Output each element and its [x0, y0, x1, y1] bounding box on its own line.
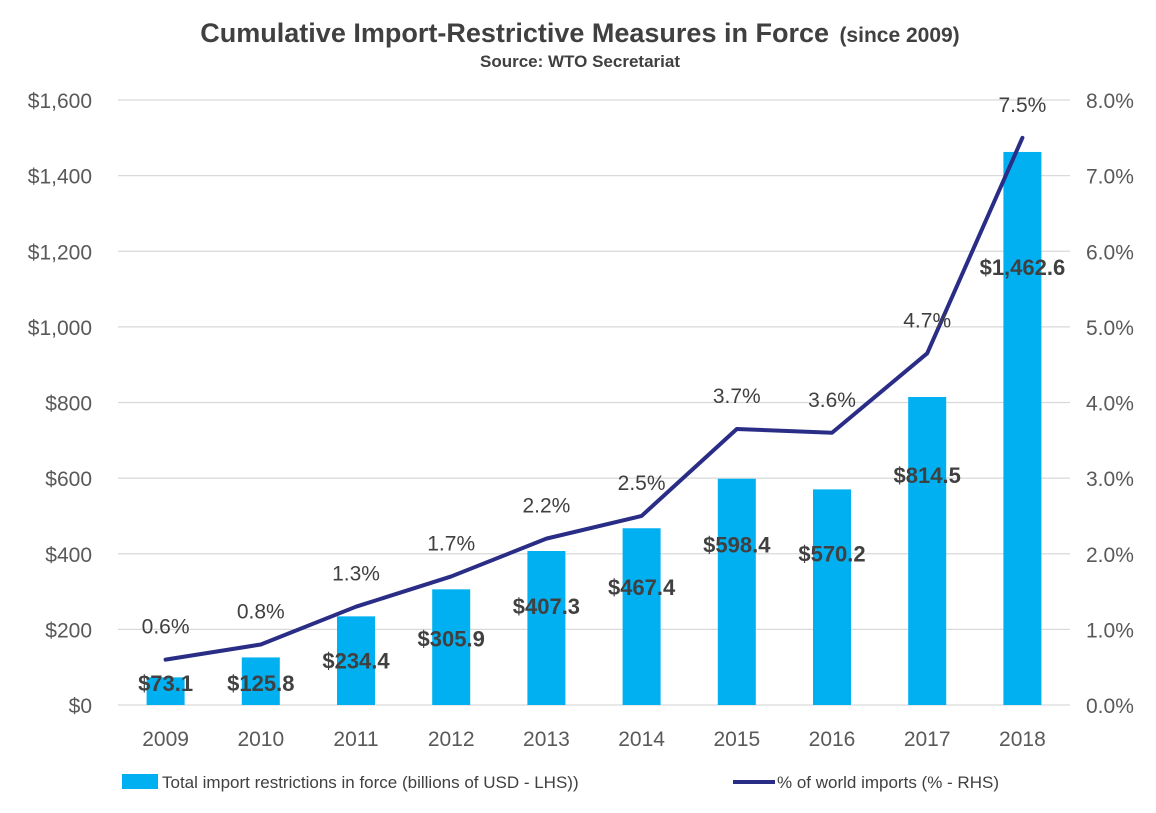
gridlines: [118, 99, 1070, 706]
x-axis-tick-label: 2014: [618, 728, 665, 751]
line-data-labels: 0.6% 0.8% 1.3% 1.7% 2.2% 2.5% 3.7% 3.6% 4.7% 7.5%: [142, 94, 1047, 639]
bar-2013: [527, 550, 566, 705]
bar-2016: [813, 489, 851, 705]
bar-2012: [432, 589, 471, 705]
line-label: 0.6%: [142, 616, 190, 639]
line-label: 0.8%: [237, 601, 285, 624]
x-axis-ticks: 2009 2010 2011 2012 2013 2014 2015 2016 2017 2018: [142, 728, 1046, 751]
left-axis-tick-label: $0: [69, 695, 92, 718]
x-axis-tick-label: 2013: [523, 728, 570, 751]
x-axis-tick-label: 2009: [142, 728, 189, 751]
x-axis-tick-label: 2018: [999, 728, 1046, 751]
chart-subtitle: Source: WTO Secretariat: [480, 52, 680, 71]
bar-label: $1,462.6: [980, 255, 1066, 280]
left-axis-tick-label: $800: [45, 393, 92, 416]
left-axis-tick-label: $1,200: [28, 241, 92, 264]
line-path: [163, 135, 1025, 662]
line-label: 1.7%: [427, 532, 475, 555]
bar-2015: [717, 478, 756, 705]
left-axis-tick-label: $1,400: [28, 166, 92, 189]
legend-swatch-bars: [122, 774, 158, 789]
bar-2014: [622, 528, 661, 705]
line-label: 1.3%: [332, 563, 380, 586]
legend: Total import restrictions in force (bill…: [122, 773, 999, 792]
right-axis-tick-label: 7.0%: [1086, 166, 1134, 189]
right-axis-tick-label: 4.0%: [1086, 393, 1134, 416]
left-axis-tick-label: $1,000: [28, 317, 92, 340]
bar-series: [146, 151, 1042, 706]
bar-label: $234.4: [322, 649, 390, 674]
x-axis-tick-label: 2012: [428, 728, 475, 751]
x-axis-tick-label: 2015: [713, 728, 760, 751]
right-axis-tick-label: 1.0%: [1086, 619, 1134, 642]
right-axis-tick-label: 8.0%: [1086, 90, 1134, 113]
bar-label: $467.4: [608, 575, 676, 600]
bar-label: $73.1: [138, 671, 193, 696]
x-axis-tick-label: 2011: [333, 728, 378, 751]
bar-label: $598.4: [703, 533, 771, 558]
bar-label: $814.5: [894, 463, 961, 488]
left-axis-tick-label: $1,600: [28, 90, 92, 113]
right-axis-tick-label: 6.0%: [1086, 241, 1134, 264]
bar-2010: [241, 657, 280, 705]
left-axis-ticks: $0 $200 $400 $600 $800 $1,000 $1,200 $1,400 $1,6…: [28, 90, 92, 718]
bar-label: $407.3: [513, 594, 580, 619]
line-label: 7.5%: [998, 94, 1046, 117]
line-label: 3.6%: [808, 389, 856, 412]
chart-title-block: Cumulative Import-Restrictive Measures i…: [200, 18, 959, 71]
line-label: 4.7%: [903, 309, 951, 332]
right-axis-tick-label: 2.0%: [1086, 544, 1134, 567]
left-axis-tick-label: $200: [45, 619, 92, 642]
bar-label: $570.2: [798, 542, 865, 567]
right-axis-ticks: 0.0% 1.0% 2.0% 3.0% 4.0% 5.0% 6.0% 7.0% 8.0%: [1086, 90, 1134, 718]
legend-label-line: % of world imports (% - RHS): [777, 773, 999, 792]
bar-data-labels: $73.1 $125.8 $234.4 $305.9 $407.3 $467.4 $598.…: [138, 255, 1065, 696]
right-axis-tick-label: 3.0%: [1086, 468, 1134, 491]
chart-title-main: Cumulative Import-Restrictive Measures i…: [200, 18, 829, 48]
line-label: 2.2%: [522, 495, 570, 518]
x-axis-tick-label: 2016: [809, 728, 856, 751]
line-label: 3.7%: [713, 385, 761, 408]
bar-label: $125.8: [227, 671, 294, 696]
bar-2011: [337, 616, 375, 705]
left-axis-tick-label: $400: [45, 544, 92, 567]
x-axis-tick-label: 2010: [237, 728, 284, 751]
right-axis-tick-label: 5.0%: [1086, 317, 1134, 340]
bar-2018: [1003, 151, 1042, 706]
chart-title-suffix: (since 2009): [839, 24, 959, 47]
x-axis-tick-label: 2017: [904, 728, 951, 751]
line-series: [163, 135, 1025, 662]
right-axis-tick-label: 0.0%: [1086, 695, 1134, 718]
line-label: 2.5%: [618, 472, 666, 495]
bar-2009: [146, 677, 185, 705]
bar-label: $305.9: [418, 627, 485, 652]
bar-2017: [908, 397, 947, 705]
left-axis-tick-label: $600: [45, 468, 92, 491]
legend-label-bars: Total import restrictions in force (bill…: [162, 773, 579, 792]
chart-title: Cumulative Import-Restrictive Measures i…: [200, 18, 959, 48]
